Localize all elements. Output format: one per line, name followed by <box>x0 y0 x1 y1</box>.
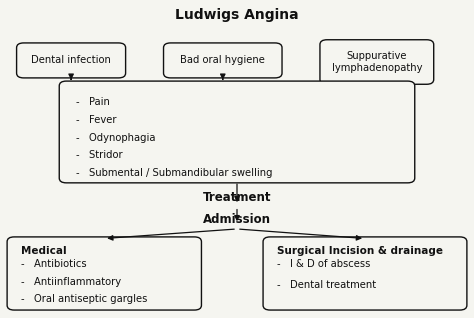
FancyBboxPatch shape <box>164 43 282 78</box>
Text: -   Submental / Submandibular swelling: - Submental / Submandibular swelling <box>76 168 273 178</box>
Text: Surgical Incision & drainage: Surgical Incision & drainage <box>277 246 443 256</box>
Text: -   I & D of abscess: - I & D of abscess <box>277 259 371 269</box>
Text: -   Dental treatment: - Dental treatment <box>277 280 376 290</box>
Text: -   Pain: - Pain <box>76 97 109 107</box>
FancyBboxPatch shape <box>263 237 467 310</box>
Text: Treatment: Treatment <box>203 190 271 204</box>
Text: -   Stridor: - Stridor <box>76 150 122 160</box>
FancyBboxPatch shape <box>7 237 201 310</box>
Text: Suppurative
lymphadenopathy: Suppurative lymphadenopathy <box>332 51 422 73</box>
Text: -   Antiinflammatory: - Antiinflammatory <box>21 277 121 287</box>
FancyBboxPatch shape <box>320 40 434 84</box>
FancyBboxPatch shape <box>59 81 415 183</box>
Text: -   Fever: - Fever <box>76 115 116 125</box>
Text: -   Antibiotics: - Antibiotics <box>21 259 87 269</box>
Text: Admission: Admission <box>203 213 271 226</box>
Text: Bad oral hygiene: Bad oral hygiene <box>180 55 265 66</box>
Text: Medical: Medical <box>21 246 67 256</box>
Text: -   Oral antiseptic gargles: - Oral antiseptic gargles <box>21 294 148 304</box>
Text: -   Odynophagia: - Odynophagia <box>76 133 155 142</box>
Text: Dental infection: Dental infection <box>31 55 111 66</box>
Text: Ludwigs Angina: Ludwigs Angina <box>175 8 299 22</box>
FancyBboxPatch shape <box>17 43 126 78</box>
